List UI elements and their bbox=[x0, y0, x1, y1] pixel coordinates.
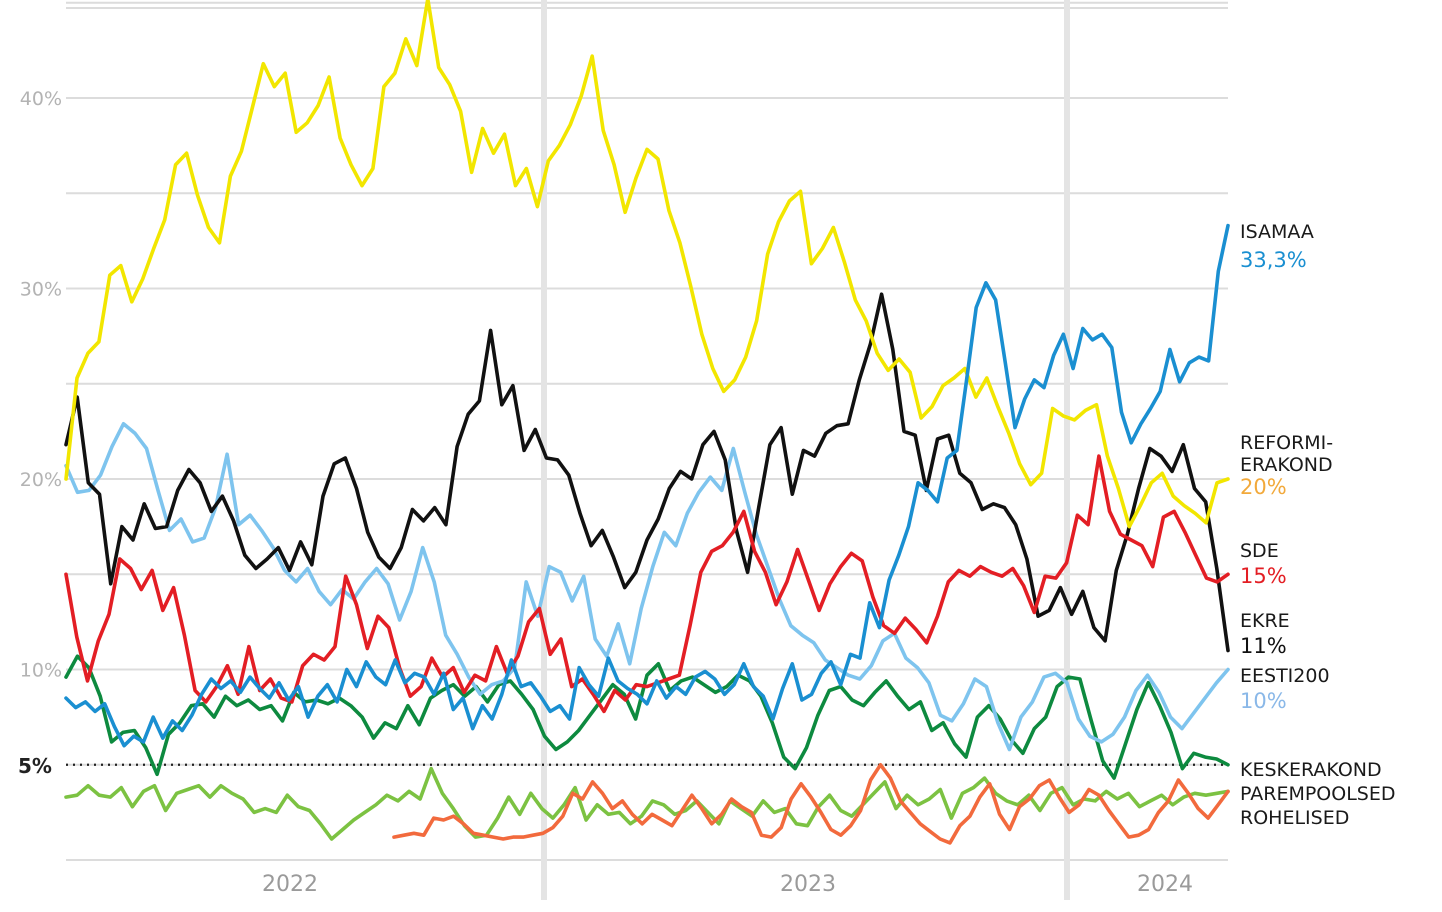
series-line-ekre bbox=[64, 292, 1230, 653]
legend-name: PAREMPOOLSED bbox=[1240, 783, 1396, 805]
x-tick-label: 2023 bbox=[780, 872, 836, 897]
y-tick-label: 10% bbox=[20, 660, 62, 682]
legend-name: EESTI200 bbox=[1240, 665, 1330, 687]
series-lines bbox=[64, 0, 1230, 845]
y-tick-labels: 10% 20% 30% 40% bbox=[20, 88, 62, 682]
series-line-eesti200 bbox=[64, 421, 1230, 752]
y-tick-label: 30% bbox=[20, 279, 62, 301]
legend: ISAMAA33,3%REFORMI-ERAKOND20%SDE15%EKRE1… bbox=[1240, 221, 1396, 829]
series-line-parempoolsed bbox=[392, 762, 1230, 845]
legend-name: ROHELISED bbox=[1240, 807, 1349, 829]
legend-value: 10% bbox=[1240, 689, 1287, 713]
legend-value: 11% bbox=[1240, 634, 1287, 658]
legend-value: 15% bbox=[1240, 564, 1287, 588]
series-line-reformierakond bbox=[64, 0, 1230, 529]
legend-name: ISAMAA bbox=[1240, 221, 1314, 243]
x-tick-label: 2022 bbox=[262, 872, 318, 897]
threshold-label: 5% bbox=[18, 754, 52, 778]
series-line-isamaa bbox=[64, 223, 1230, 748]
legend-name: KESKERAKOND bbox=[1240, 759, 1382, 781]
x-tick-labels: 2022 2023 2024 bbox=[262, 872, 1193, 897]
threshold-line: 5% bbox=[18, 754, 1228, 778]
series-line-keskerakond bbox=[64, 654, 1230, 780]
series-line-rohelised bbox=[64, 766, 1230, 841]
legend-name: REFORMI- bbox=[1240, 432, 1333, 454]
legend-name: EKRE bbox=[1240, 610, 1290, 632]
legend-name: SDE bbox=[1240, 540, 1279, 562]
legend-value: 33,3% bbox=[1240, 248, 1307, 272]
y-tick-label: 40% bbox=[20, 88, 62, 110]
year-band bbox=[1064, 0, 1070, 900]
y-tick-label: 20% bbox=[20, 469, 62, 491]
x-tick-label: 2024 bbox=[1137, 872, 1193, 897]
y-gridlines bbox=[66, 1, 1228, 861]
legend-name: ERAKOND bbox=[1240, 454, 1333, 476]
legend-value: 20% bbox=[1240, 475, 1287, 499]
